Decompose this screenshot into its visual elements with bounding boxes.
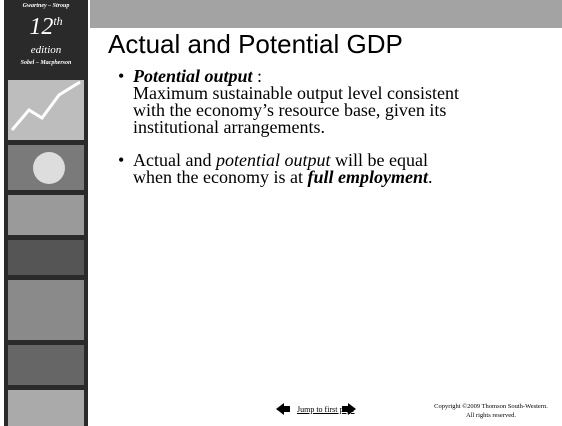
text-run: will be equal — [330, 150, 428, 170]
top-bar — [90, 0, 562, 28]
separator: : — [252, 66, 263, 86]
art-panel — [8, 390, 84, 426]
bullet-dot: • — [118, 66, 125, 86]
bullet-line: institutional arrangements. — [133, 117, 325, 137]
art-panel — [8, 240, 84, 275]
edition-suffix: th — [53, 14, 63, 28]
term: Potential output — [133, 66, 253, 86]
bullet-line: when the economy is at full employment. — [133, 167, 433, 187]
copyright: Copyright ©2009 Thomson South-Western. Al… — [420, 402, 562, 420]
art-panel — [8, 80, 84, 140]
authors-top: Gwartney – Stroup — [22, 3, 70, 9]
art-pie — [33, 152, 65, 184]
art-panel — [8, 195, 84, 235]
bullet-dot: • — [118, 150, 125, 170]
authors-bottom: Sobel – Macpherson — [20, 60, 72, 66]
art-line — [10, 80, 81, 131]
bullet-line: Actual and potential output will be equa… — [133, 150, 432, 170]
bullet-line: Maximum sustainable output level consist… — [133, 83, 459, 103]
edition-number-text: 12 — [29, 14, 54, 40]
sidebar: Gwartney – Stroup 12th edition Sobel – M… — [4, 0, 88, 426]
bullet-line: Potential output : — [133, 66, 459, 86]
copyright-line: Copyright ©2009 Thomson South-Western. — [434, 403, 548, 410]
bullet-body: Actual and potential output will be equa… — [133, 150, 433, 187]
text-run: Actual and — [133, 150, 216, 170]
copyright-line: All rights reserved. — [465, 412, 516, 419]
edition-number: 12th — [4, 14, 88, 41]
bullet-body: Potential output : Maximum sustainable o… — [133, 66, 459, 137]
arrow-right[interactable] — [342, 403, 356, 415]
sidebar-art — [8, 80, 84, 426]
bullet-line: with the economy’s resource base, given … — [133, 100, 447, 120]
text-run: . — [427, 167, 433, 187]
art-panel — [8, 280, 84, 340]
art-panel — [8, 345, 84, 385]
text-run: when the economy is at — [133, 167, 308, 187]
edition-word: edition — [30, 44, 62, 56]
text-run: potential output — [215, 150, 331, 170]
jump-link[interactable]: Jump to first page — [297, 405, 355, 414]
nav-arrows — [276, 403, 356, 415]
arrow-left[interactable] — [276, 403, 290, 415]
slide-title: Actual and Potential GDP — [108, 29, 403, 59]
text-run: full employment — [307, 167, 428, 187]
